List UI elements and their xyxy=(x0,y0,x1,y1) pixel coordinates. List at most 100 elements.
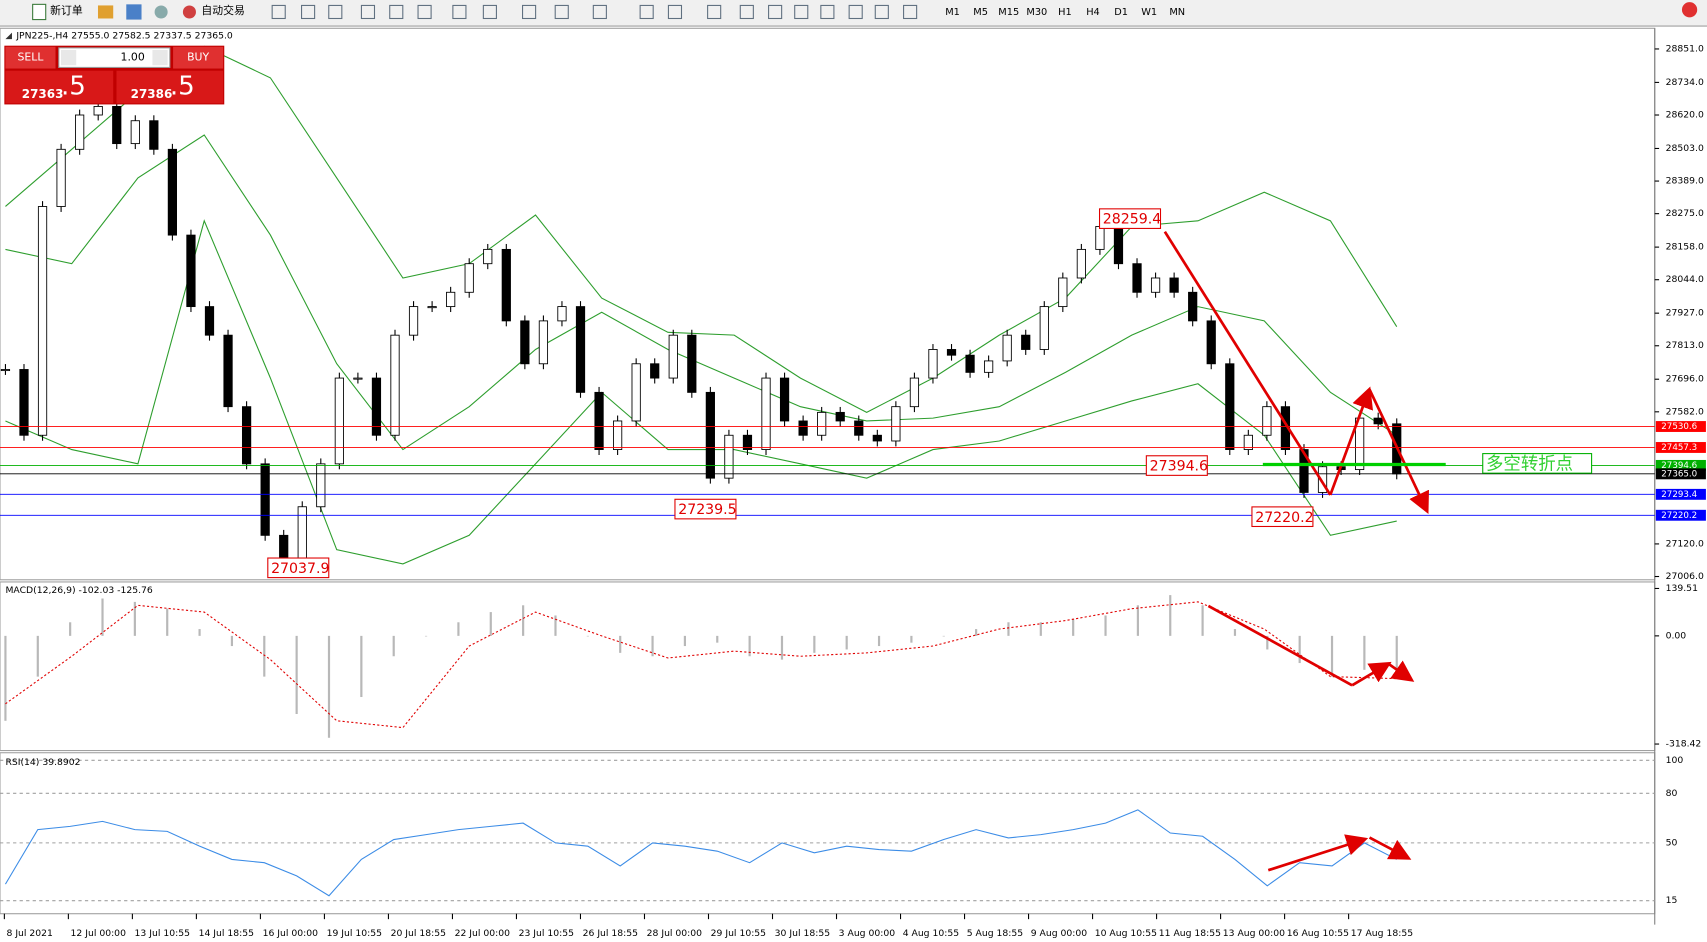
toolbar-icon[interactable] xyxy=(271,4,286,20)
notification-badge[interactable] xyxy=(1681,2,1698,18)
bid-box[interactable] xyxy=(5,70,114,104)
macd-bar xyxy=(651,635,654,657)
y-tick-label: 27927.0 xyxy=(1666,308,1704,319)
candle xyxy=(149,120,159,150)
toolbar-icon[interactable] xyxy=(707,4,722,20)
new-order-button[interactable]: 新订单 xyxy=(50,3,83,17)
toolbar-icon[interactable] xyxy=(452,4,467,20)
macd-bar xyxy=(489,612,492,636)
timeframe-button[interactable]: MN xyxy=(1169,7,1185,18)
toolbar-icon[interactable] xyxy=(360,4,376,20)
macd-bar xyxy=(942,635,945,637)
x-tick-label: 5 Aug 18:55 xyxy=(967,928,1024,939)
candle xyxy=(1021,334,1031,350)
ask-fraction[interactable]: .5 xyxy=(170,72,195,102)
toolbar-icon[interactable] xyxy=(794,4,809,20)
toolbar-icon[interactable] xyxy=(97,5,114,19)
candle xyxy=(613,420,623,450)
timeframe-button[interactable]: M1 xyxy=(945,7,960,18)
timeframe-button[interactable]: H1 xyxy=(1058,7,1072,18)
annotation-box xyxy=(1251,506,1314,528)
toolbar-icon[interactable] xyxy=(768,4,783,20)
candle xyxy=(1225,363,1235,450)
macd-bar xyxy=(327,635,331,738)
candle xyxy=(872,434,882,442)
toolbar-icon[interactable] xyxy=(639,4,654,20)
sell-button[interactable] xyxy=(5,46,56,69)
buy-label[interactable]: BUY xyxy=(187,51,209,64)
toolbar-icon[interactable] xyxy=(126,4,142,20)
toolbar-icon[interactable] xyxy=(739,4,754,20)
price-level-box xyxy=(1655,509,1706,521)
sell-label[interactable]: SELL xyxy=(18,51,44,64)
timeframe-button[interactable]: M15 xyxy=(998,7,1019,18)
x-tick-label: 13 Jul 10:55 xyxy=(135,928,191,939)
volume-value[interactable]: 1.00 xyxy=(121,51,145,64)
annotation: 27394.6 xyxy=(1150,459,1208,475)
y-tick-label: 28851.0 xyxy=(1666,43,1704,54)
macd-bar xyxy=(1363,635,1366,670)
candle xyxy=(1299,449,1309,493)
macd-bar xyxy=(716,635,719,643)
candle xyxy=(965,354,975,373)
toolbar-icon[interactable] xyxy=(667,4,683,20)
candle xyxy=(817,411,827,436)
toolbar-icon[interactable] xyxy=(554,4,569,20)
toolbar-icon[interactable] xyxy=(820,4,835,20)
timeframe-button[interactable]: D1 xyxy=(1114,7,1128,18)
candle xyxy=(56,148,66,207)
bid-fraction[interactable]: .5 xyxy=(61,72,86,102)
timeframe-button[interactable]: M5 xyxy=(973,7,988,18)
candle xyxy=(798,420,808,436)
candle xyxy=(1373,417,1383,425)
bid-price[interactable]: 27363 xyxy=(22,87,64,101)
toolbar-icon[interactable] xyxy=(154,5,168,19)
x-tick-label: 20 Jul 18:55 xyxy=(391,928,447,939)
arrow xyxy=(1267,834,1369,872)
toolbar-icon[interactable] xyxy=(328,4,343,20)
toolbar-icon[interactable] xyxy=(903,4,918,20)
candle xyxy=(0,369,11,372)
new-order-icon[interactable] xyxy=(32,3,47,21)
macd-bar xyxy=(457,622,460,636)
toolbar-icon[interactable] xyxy=(592,4,607,20)
ask-price[interactable]: 27386 xyxy=(131,87,173,101)
candle xyxy=(687,334,697,393)
candle xyxy=(1243,434,1253,450)
toolbar-icon[interactable] xyxy=(522,4,537,20)
candle xyxy=(520,320,530,365)
y-tick-label: 28275.0 xyxy=(1666,208,1704,219)
macd-bar xyxy=(813,635,816,653)
auto-trading-icon[interactable] xyxy=(182,5,196,19)
buy-button[interactable] xyxy=(173,46,224,69)
macd-bar xyxy=(69,622,72,636)
auto-trading-button[interactable]: 自动交易 xyxy=(201,3,245,17)
timeframe-button[interactable]: H4 xyxy=(1086,7,1100,18)
timeframe-button[interactable]: M30 xyxy=(1026,7,1047,18)
macd-bar xyxy=(1072,618,1075,636)
candle xyxy=(19,369,29,436)
timeframe-button[interactable]: W1 xyxy=(1141,7,1157,18)
x-tick-label: 4 Aug 10:55 xyxy=(903,928,960,939)
volume-up[interactable] xyxy=(152,50,168,66)
annotation: 27037.9 xyxy=(271,561,329,577)
price-level-box xyxy=(1655,488,1706,500)
candle xyxy=(334,377,344,465)
toolbar-icon[interactable] xyxy=(389,4,404,20)
candle xyxy=(427,306,437,309)
y-tick-label: 28044.0 xyxy=(1666,274,1704,285)
candle xyxy=(37,206,48,436)
candle xyxy=(204,306,215,336)
toolbar-icon[interactable] xyxy=(848,4,863,20)
macd-bar xyxy=(392,635,395,657)
candle xyxy=(631,363,641,422)
toolbar-icon[interactable] xyxy=(482,4,497,20)
ask-box[interactable] xyxy=(116,70,224,104)
candle xyxy=(909,377,920,408)
volume-down[interactable] xyxy=(60,50,77,66)
toolbar-icon[interactable] xyxy=(301,4,316,20)
volume-input[interactable] xyxy=(58,47,171,68)
toolbar-icon[interactable] xyxy=(417,4,432,20)
toolbar-icon[interactable] xyxy=(874,4,889,20)
